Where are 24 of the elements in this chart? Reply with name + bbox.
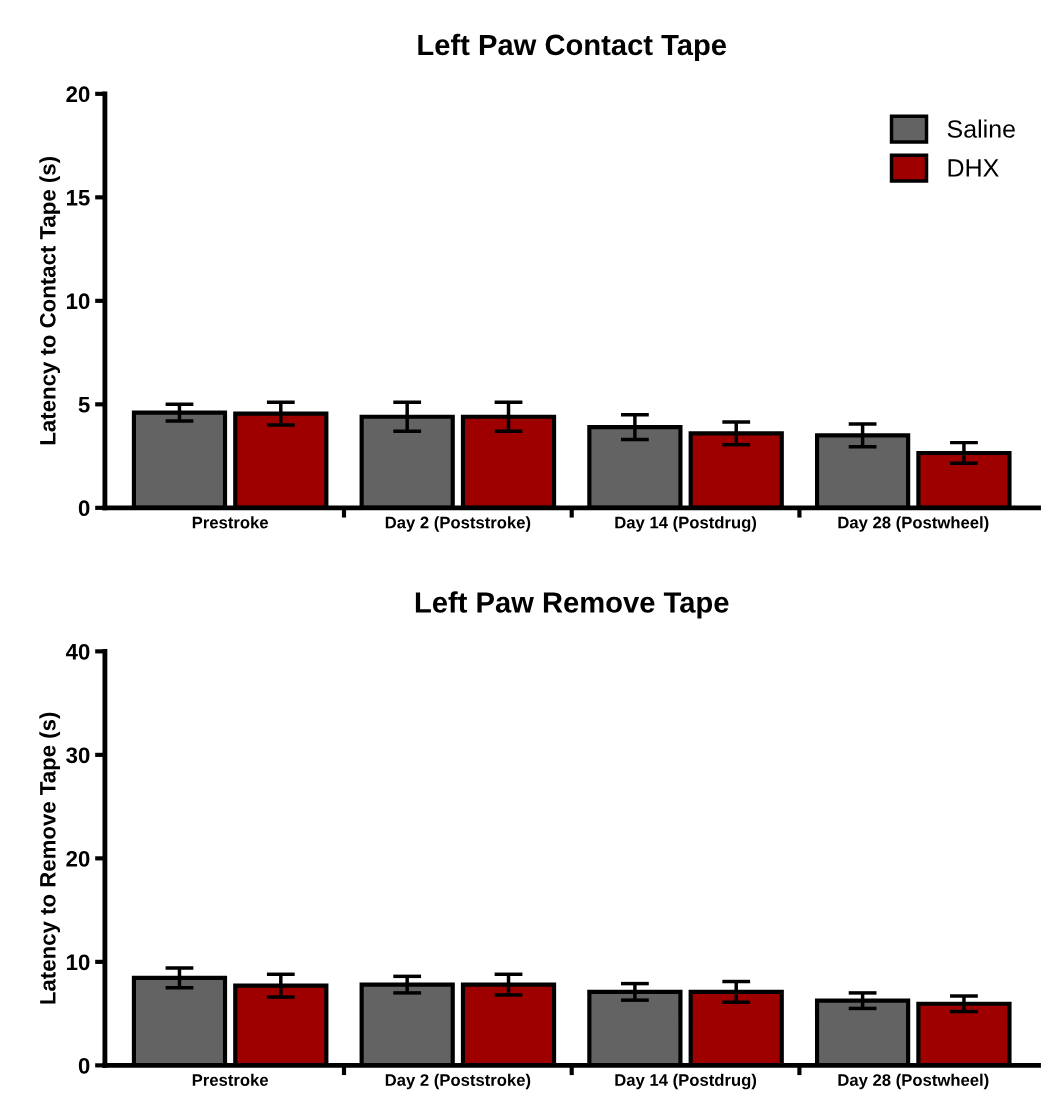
y-tick-label: 0	[78, 1057, 90, 1074]
x-tick-label: Day 28 (Postwheel)	[838, 516, 989, 532]
legend-label: Saline	[947, 119, 1015, 138]
y-tick-label: 5	[78, 397, 90, 413]
y-tick-label: 10	[67, 954, 90, 971]
x-tick-label: Prestroke	[192, 1073, 269, 1086]
legend-label: DHX	[948, 159, 999, 177]
x-tick-label: Day 2 (Poststroke)	[385, 1073, 531, 1090]
y-axis-title: Latency to Contact Tape (s)	[39, 157, 61, 445]
y-tick-label: 20	[66, 86, 90, 103]
x-tick-label: Day 2 (Poststroke)	[385, 516, 531, 532]
y-tick-label: 0	[78, 500, 90, 517]
y-tick-label: 40	[65, 643, 90, 660]
chart-title: Left Paw Contact Tape	[418, 33, 727, 61]
y-tick-label: 20	[66, 850, 90, 867]
y-tick-label: 15	[67, 190, 90, 206]
y-tick-label: 10	[67, 293, 90, 310]
y-axis-title: Latency to Remove Tape (s)	[39, 712, 61, 1004]
x-tick-label: Day 28 (Postwheel)	[838, 1073, 989, 1090]
x-tick-label: Day 14 (Postdrug)	[615, 1073, 757, 1090]
x-tick-label: Day 14 (Postdrug)	[615, 516, 757, 532]
x-tick-label: Prestroke	[192, 516, 269, 529]
y-tick-label: 30	[66, 747, 90, 764]
chart-title: Left Paw Remove Tape	[415, 591, 729, 619]
